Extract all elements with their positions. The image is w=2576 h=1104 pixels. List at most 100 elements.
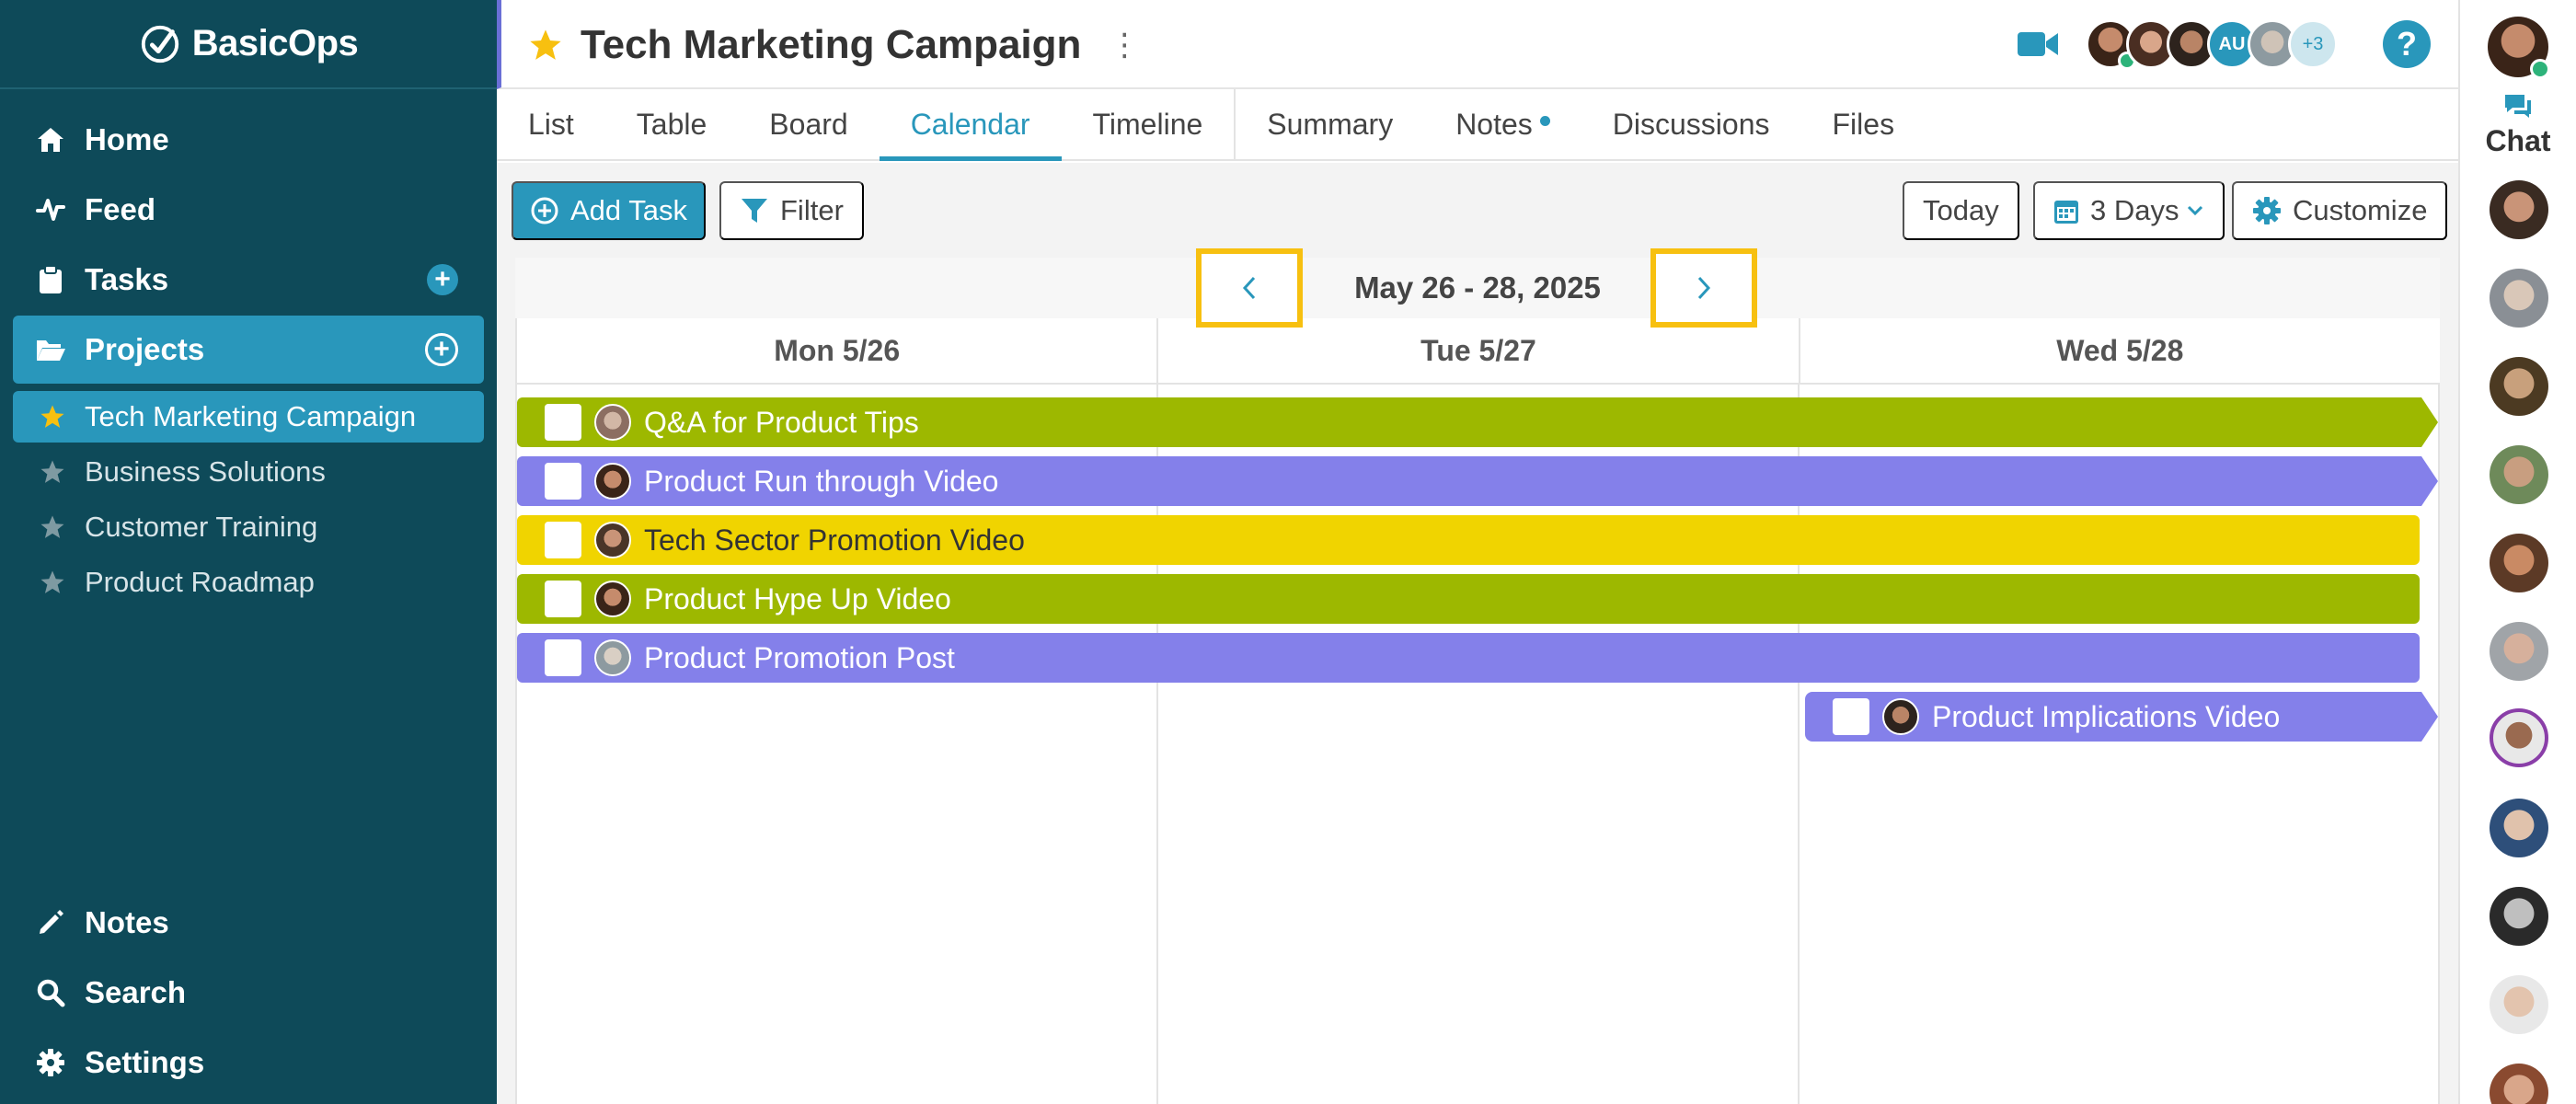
nav-item-tasks[interactable]: Tasks + — [13, 246, 484, 314]
nav-label: Tasks — [85, 262, 169, 296]
tab-summary[interactable]: Summary — [1267, 107, 1394, 141]
task-title: Product Run through Video — [644, 464, 999, 498]
nav-item-search[interactable]: Search — [13, 959, 484, 1027]
task-checkbox[interactable] — [545, 581, 581, 617]
pencil-icon — [35, 907, 66, 938]
add-task-plus-icon[interactable]: + — [427, 264, 458, 295]
chat-contact-avatar[interactable] — [2490, 622, 2548, 681]
add-project-plus-icon[interactable]: + — [425, 333, 458, 366]
chevron-down-icon — [2188, 205, 2203, 216]
sidebar: BasicOps Home Feed Tasks + Projects — [0, 0, 497, 1104]
avatar[interactable] — [2086, 19, 2136, 70]
task-checkbox[interactable] — [545, 463, 581, 500]
tab-timeline[interactable]: Timeline — [1092, 107, 1203, 141]
nav-item-home[interactable]: Home — [13, 106, 484, 174]
tab-files[interactable]: Files — [1832, 107, 1895, 141]
task-checkbox[interactable] — [545, 404, 581, 441]
column-divider — [1156, 385, 1158, 1104]
unread-dot — [1539, 115, 1550, 126]
nav-label: Projects — [85, 332, 205, 366]
range-select[interactable]: 3 Days — [2033, 181, 2225, 240]
assignee-avatar — [1882, 698, 1919, 735]
more-members-count[interactable]: +3 — [2288, 19, 2338, 69]
day-header: Wed 5/28 — [1798, 318, 2440, 383]
more-options-icon[interactable]: ⋮ — [1109, 27, 1141, 63]
tab-notes[interactable]: Notes — [1424, 89, 1581, 159]
nav-item-settings[interactable]: Settings — [13, 1029, 484, 1097]
star-icon[interactable] — [39, 458, 66, 486]
task-bar[interactable]: Tech Sector Promotion Video — [517, 515, 2420, 565]
column-divider — [515, 385, 517, 1104]
brand-name: BasicOps — [191, 23, 359, 63]
star-icon[interactable] — [39, 569, 66, 596]
favorite-star-icon[interactable] — [527, 27, 564, 63]
next-range-button[interactable] — [1650, 248, 1757, 328]
chat-header[interactable]: Chat — [2460, 92, 2576, 158]
search-icon — [35, 977, 66, 1008]
chat-contact-avatar[interactable] — [2490, 534, 2548, 592]
filter-label: Filter — [780, 194, 844, 226]
chevron-right-icon — [1697, 276, 1711, 300]
nav-label: Home — [85, 122, 169, 156]
tab-calendar[interactable]: Calendar — [879, 89, 1062, 161]
date-range-label: May 26 - 28, 2025 — [1354, 270, 1601, 305]
current-user-avatar[interactable] — [2488, 17, 2550, 79]
assignee-avatar — [594, 404, 631, 441]
project-item[interactable]: Business Solutions — [13, 446, 484, 498]
home-icon — [35, 124, 66, 155]
nav-item-notes[interactable]: Notes — [13, 889, 484, 957]
title-wrap: Tech Marketing Campaign ⋮ — [527, 0, 1140, 89]
column-divider — [2438, 385, 2440, 1104]
calendar-nav: May 26 - 28, 2025 — [515, 248, 2440, 328]
task-bar[interactable]: Q&A for Product Tips — [517, 397, 2438, 447]
project-item[interactable]: Tech Marketing Campaign — [13, 391, 484, 443]
chat-contact-avatar[interactable] — [2490, 357, 2548, 416]
chat-rail: Chat — [2458, 0, 2576, 1104]
task-bar[interactable]: Product Promotion Post — [517, 633, 2420, 683]
chat-contact-avatar[interactable] — [2490, 445, 2548, 504]
chat-contact-avatar[interactable] — [2490, 180, 2548, 239]
task-checkbox[interactable] — [545, 639, 581, 676]
star-icon[interactable] — [39, 403, 66, 431]
video-call-icon[interactable] — [2016, 26, 2060, 63]
customize-button[interactable]: Customize — [2232, 181, 2448, 240]
tab-board[interactable]: Board — [769, 107, 848, 141]
nav-item-feed[interactable]: Feed — [13, 176, 484, 244]
chat-contact-avatar[interactable] — [2490, 799, 2548, 857]
task-bar[interactable]: Product Implications Video — [1805, 692, 2438, 742]
tab-table[interactable]: Table — [636, 107, 707, 141]
project-item[interactable]: Product Roadmap — [13, 557, 484, 608]
calendar-view: Add Task Filter Today 3 Days Customize M… — [497, 163, 2458, 1104]
nav-item-projects[interactable]: Projects + — [13, 316, 484, 384]
chat-contact-avatar[interactable] — [2490, 708, 2548, 767]
chat-contact-avatar[interactable] — [2490, 1064, 2548, 1104]
project-label: Product Roadmap — [85, 566, 315, 598]
previous-range-button[interactable] — [1196, 248, 1303, 328]
assignee-avatar — [594, 522, 631, 558]
chat-contact-avatar[interactable] — [2490, 887, 2548, 946]
day-headers: Mon 5/26 Tue 5/27 Wed 5/28 — [515, 318, 2440, 385]
task-checkbox[interactable] — [1833, 698, 1869, 735]
chat-contact-avatar[interactable] — [2490, 269, 2548, 328]
member-avatars[interactable]: AU +3 — [2086, 19, 2338, 70]
star-icon[interactable] — [39, 513, 66, 541]
chat-contact-avatar[interactable] — [2490, 975, 2548, 1034]
filter-icon — [742, 199, 767, 223]
tab-divider — [1234, 89, 1236, 159]
task-checkbox[interactable] — [545, 522, 581, 558]
help-icon[interactable]: ? — [2383, 20, 2431, 68]
today-button[interactable]: Today — [1903, 181, 2019, 240]
tab-discussions[interactable]: Discussions — [1612, 107, 1770, 141]
task-bar[interactable]: Product Run through Video — [517, 456, 2438, 506]
filter-button[interactable]: Filter — [719, 181, 864, 240]
view-tabs: List Table Board Calendar Timeline Summa… — [497, 89, 2458, 161]
tab-list[interactable]: List — [528, 107, 574, 141]
calendar-icon — [2054, 201, 2078, 224]
project-item[interactable]: Customer Training — [13, 501, 484, 553]
add-task-button[interactable]: Add Task — [512, 181, 706, 240]
assignee-avatar — [594, 581, 631, 617]
nav-label: Settings — [85, 1045, 205, 1079]
clipboard-icon — [35, 264, 66, 295]
brand[interactable]: BasicOps — [0, 0, 497, 89]
task-bar[interactable]: Product Hype Up Video — [517, 574, 2420, 624]
